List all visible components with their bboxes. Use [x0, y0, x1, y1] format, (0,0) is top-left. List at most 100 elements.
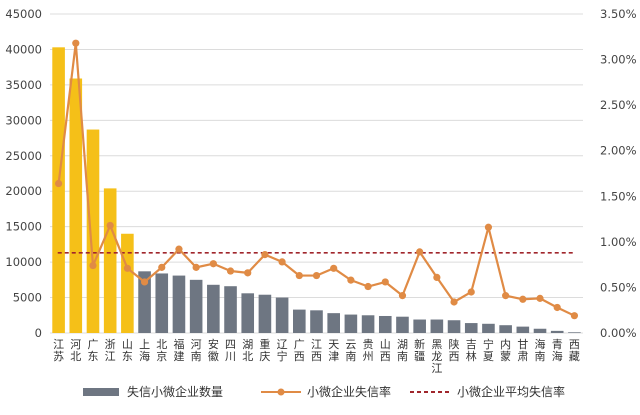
x-axis-tick-label: 湖北 — [242, 338, 253, 363]
bar — [361, 315, 375, 333]
right-axis-tick-label: 3.00% — [600, 53, 637, 67]
x-axis-tick-label: 福建 — [173, 337, 184, 363]
x-axis-tick-label: 重庆 — [259, 337, 270, 363]
bar — [310, 310, 323, 333]
rate-point — [226, 267, 235, 275]
rate-point — [158, 263, 166, 271]
left-axis-tick-label: 30000 — [5, 113, 42, 127]
x-axis-tick-label: 天津 — [328, 338, 339, 363]
x-axis-tick-label: 宁夏 — [483, 337, 494, 363]
x-axis-tick-label: 浙江 — [105, 338, 116, 363]
x-axis-tick-label: 江西 — [311, 338, 322, 363]
bar — [121, 233, 134, 333]
rate-point — [381, 278, 389, 286]
right-axis-tick-label: 0.00% — [600, 326, 637, 340]
left-axis-tick-label: 5000 — [13, 291, 42, 305]
rate-point — [364, 282, 372, 291]
bar — [499, 325, 512, 333]
left-axis-tick-label: 35000 — [5, 78, 42, 92]
rate-point — [398, 292, 407, 300]
x-axis-tick-label: 河南 — [191, 338, 202, 363]
x-axis-tick-label: 青海 — [552, 338, 563, 363]
bar — [52, 47, 65, 333]
bar — [86, 129, 100, 333]
x-axis-tick-label: 甘肃 — [517, 338, 528, 363]
left-axis-tick-label: 20000 — [5, 184, 42, 198]
rate-point — [450, 298, 458, 306]
x-axis-tick-label: 湖南 — [397, 338, 408, 363]
x-axis-tick-label: 云南 — [345, 338, 356, 363]
rate-point — [553, 303, 561, 312]
x-axis-tick-label: 山东 — [122, 338, 133, 363]
x-axis-tick-label: 内蒙 — [500, 337, 511, 363]
x-axis-tick-label: 海南 — [535, 337, 546, 363]
bar — [138, 271, 151, 333]
rate-point — [467, 288, 475, 296]
bar — [344, 314, 358, 333]
x-axis-tick-label: 广东 — [87, 338, 98, 363]
x-axis-tick-label: 江苏 — [53, 338, 64, 363]
right-axis-tick-label: 1.00% — [600, 235, 637, 249]
left-axis-tick-label: 15000 — [5, 220, 42, 234]
legend-label-average: 小微企业平均失信率 — [457, 384, 565, 399]
x-axis-tick-label: 辽宁 — [277, 338, 288, 363]
bar — [568, 332, 581, 333]
rate-point — [570, 312, 579, 320]
x-axis-tick-label: 西藏 — [569, 338, 580, 363]
bar — [155, 273, 169, 333]
rate-point — [54, 179, 63, 188]
legend-swatch-bar — [83, 388, 119, 396]
right-y-axis: 0.00% 0.50% 1.00% 1.50% 2.00% 2.50% 3.00% 3.50% — [600, 7, 637, 340]
bar — [413, 319, 426, 333]
x-axis-tick-label: 上海 — [139, 338, 150, 363]
bar — [482, 323, 495, 333]
x-axis-tick-label: 北京 — [156, 338, 167, 363]
right-axis-tick-label: 2.50% — [600, 98, 637, 112]
x-axis-tick-label: 河北 — [70, 338, 81, 363]
x-axis-tick-label: 广西 — [294, 338, 305, 363]
legend-label-bar: 失信小微企业数量 — [127, 384, 223, 399]
bar — [378, 315, 392, 333]
bar — [258, 294, 272, 333]
bar — [293, 309, 306, 333]
left-axis-tick-label: 0 — [35, 326, 42, 340]
right-axis-tick-label: 2.00% — [600, 144, 637, 158]
rate-point — [519, 295, 527, 303]
rate-line-series — [54, 39, 579, 320]
rate-point — [484, 223, 493, 231]
x-axis-tick-label: 吉林 — [466, 338, 477, 363]
bar — [464, 323, 478, 333]
rate-point — [536, 294, 544, 302]
x-axis-tick-label: 四川 — [225, 338, 236, 363]
left-axis-tick-label: 40000 — [5, 42, 42, 56]
legend: 失信小微企业数量 小微企业失信率 小微企业平均失信率 — [83, 384, 565, 399]
bar — [430, 319, 444, 333]
bar — [172, 275, 186, 333]
rate-point — [433, 273, 441, 282]
rate-point — [502, 292, 510, 300]
x-axis-tick-label: 黑龙江 — [431, 338, 442, 375]
left-axis-tick-label: 25000 — [5, 149, 42, 163]
bar — [327, 313, 340, 333]
bar — [207, 284, 220, 333]
x-axis-tick-label: 新疆 — [414, 337, 425, 363]
rate-point — [278, 258, 286, 266]
bar — [189, 279, 203, 333]
x-axis-tick-label: 山西 — [380, 338, 391, 363]
bar — [224, 286, 237, 333]
rate-point — [209, 260, 217, 268]
bar — [550, 330, 564, 333]
x-axis-tick-label: 贵州 — [363, 338, 374, 363]
bar — [533, 328, 547, 333]
right-axis-tick-label: 3.50% — [600, 7, 637, 21]
x-axis-tick-label: 陕西 — [449, 337, 460, 363]
rate-point — [89, 261, 97, 270]
rate-point — [295, 271, 303, 280]
left-axis-tick-label: 45000 — [5, 7, 42, 21]
bar — [69, 78, 83, 334]
rate-point — [123, 264, 131, 272]
legend-label-rate: 小微企业失信率 — [307, 384, 391, 399]
bar — [447, 320, 461, 333]
rate-point — [175, 245, 183, 253]
